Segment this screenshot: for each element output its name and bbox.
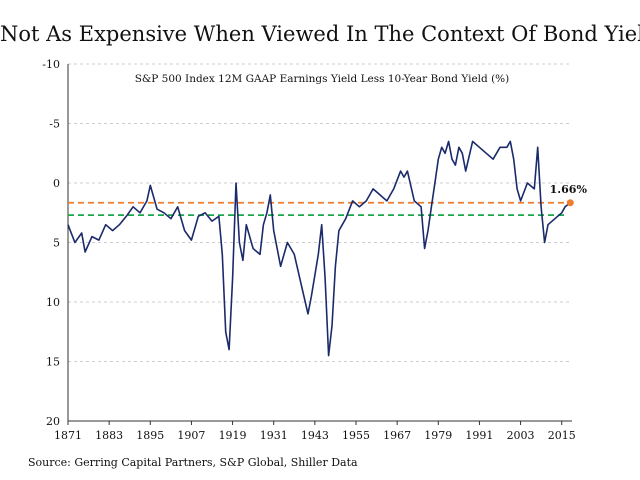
x-tick-label: 2015 <box>548 429 576 442</box>
page-title: Not As Expensive When Viewed In The Cont… <box>0 22 640 46</box>
series-layer <box>67 140 571 357</box>
x-tick-label: 1883 <box>95 429 123 442</box>
y-tick-label: -5 <box>49 118 60 131</box>
callout-label: 1.66% <box>550 183 588 196</box>
y-tick-label: 20 <box>46 415 60 428</box>
x-tick-label: 1991 <box>465 429 493 442</box>
x-tick-label: 1979 <box>424 429 452 442</box>
x-tick-label: 2003 <box>507 429 535 442</box>
reference-lines <box>68 201 566 217</box>
x-tick-label: 1955 <box>342 429 370 442</box>
x-tick-label: 1895 <box>136 429 164 442</box>
x-tick-label: 1943 <box>301 429 329 442</box>
callout-layer: 1.66% <box>550 183 588 207</box>
y-tick-label: 10 <box>46 296 60 309</box>
y-tick-label: 0 <box>53 177 60 190</box>
grid-layer <box>68 63 572 362</box>
source-note: Source: Gerring Capital Partners, S&P Gl… <box>28 456 358 469</box>
y-tick-label: -10 <box>42 58 60 71</box>
callout-marker <box>566 199 574 207</box>
x-tick-label: 1871 <box>54 429 82 442</box>
y-tick-label: 15 <box>46 356 60 369</box>
x-tick-label: 1931 <box>260 429 288 442</box>
series-line <box>67 140 571 357</box>
y-tick-label: 5 <box>53 237 60 250</box>
x-tick-label: 1919 <box>219 429 247 442</box>
chart-subtitle: S&P 500 Index 12M GAAP Earnings Yield Le… <box>135 73 510 85</box>
x-tick-label: 1967 <box>383 429 411 442</box>
x-tick-label: 1907 <box>177 429 205 442</box>
